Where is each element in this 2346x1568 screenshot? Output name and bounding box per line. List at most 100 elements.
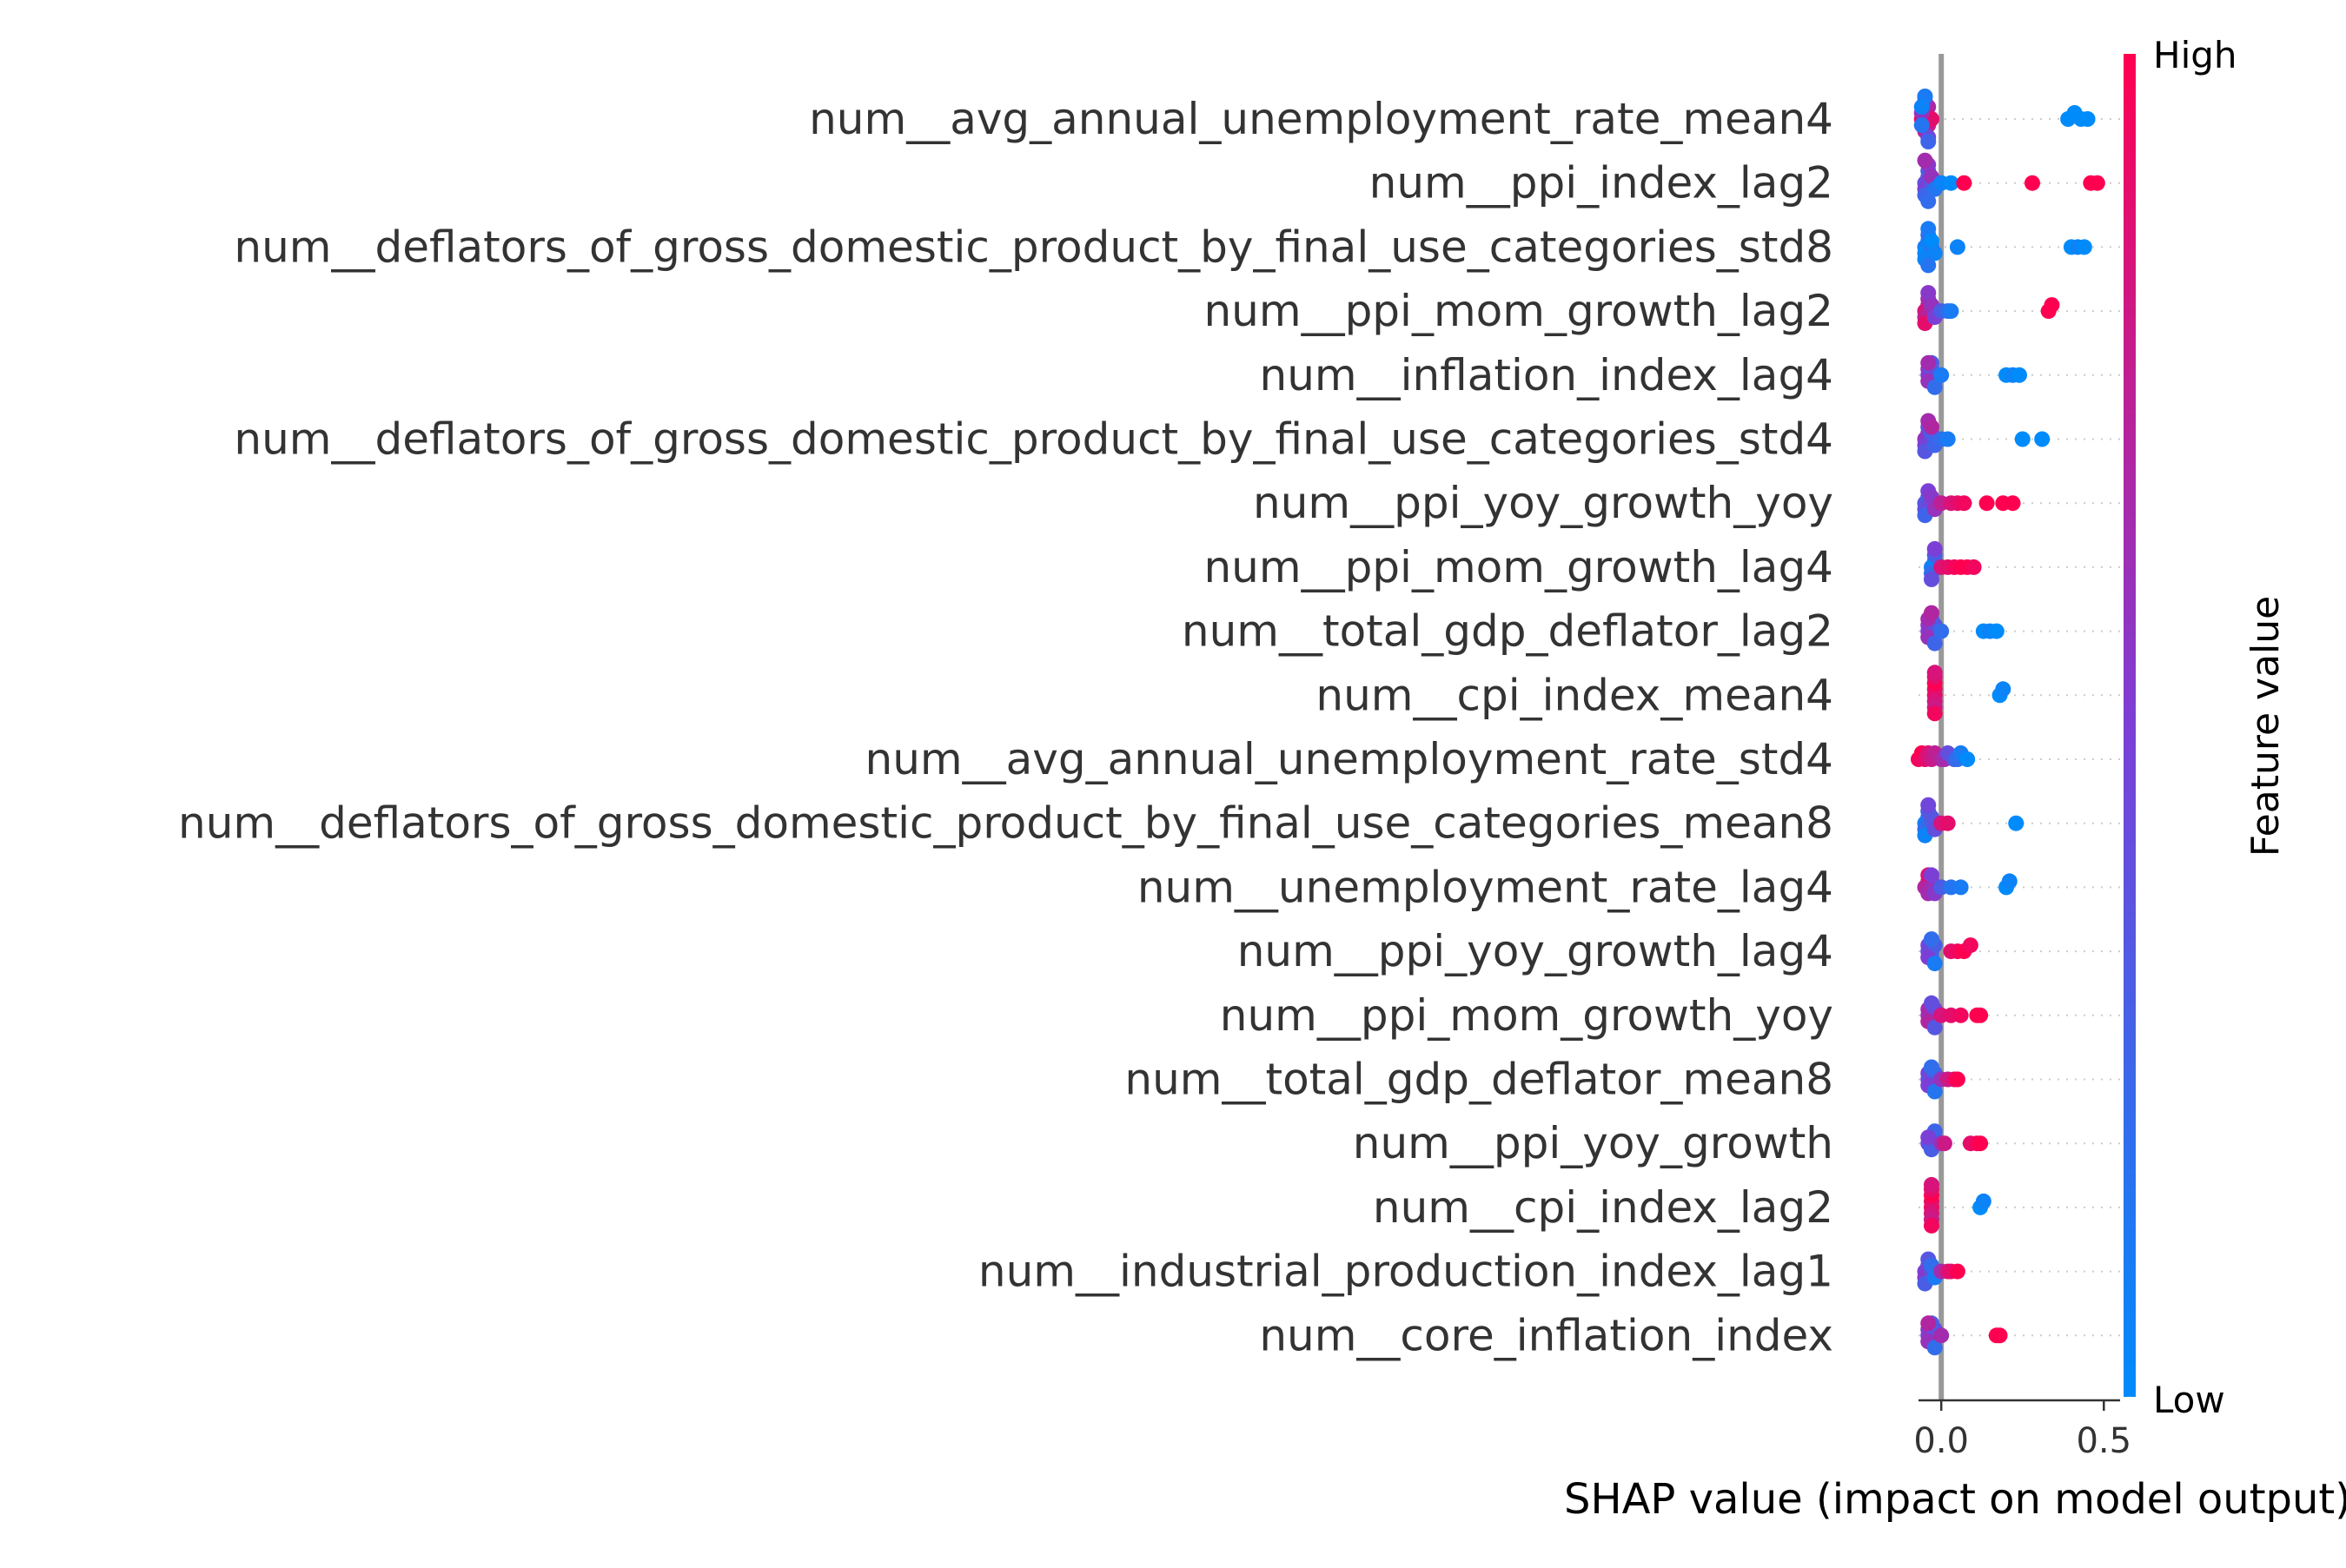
shap-point bbox=[1959, 751, 1976, 767]
feature-labels: num__avg_annual_unemployment_rate_mean4n… bbox=[178, 94, 1833, 1360]
colorbar: High Low Feature value bbox=[2124, 34, 2288, 1421]
feature-label: num__ppi_mom_growth_yoy bbox=[1220, 990, 1833, 1041]
x-axis-title: SHAP value (impact on model output) bbox=[1564, 1475, 2346, 1524]
shap-point bbox=[1926, 540, 1943, 557]
feature-label: num__unemployment_rate_lag4 bbox=[1137, 862, 1833, 912]
shap-point bbox=[1923, 867, 1939, 883]
shap-point bbox=[1917, 152, 1933, 169]
shap-point bbox=[1923, 605, 1939, 621]
shap-point bbox=[1926, 379, 1943, 395]
shap-point bbox=[1926, 635, 1943, 652]
shap-point bbox=[1920, 257, 1937, 274]
feature-label: num__ppi_yoy_growth_yoy bbox=[1253, 478, 1833, 528]
shap-point bbox=[1975, 1193, 1991, 1209]
shap-point bbox=[2011, 367, 2027, 383]
shap-point bbox=[1920, 193, 1937, 209]
shap-point bbox=[1923, 1217, 1939, 1234]
shap-point bbox=[2079, 111, 2096, 127]
feature-label: num__inflation_index_lag4 bbox=[1260, 350, 1833, 400]
colorbar-low-label: Low bbox=[2153, 1379, 2225, 1421]
shap-point bbox=[1923, 995, 1939, 1011]
shap-point bbox=[1965, 559, 1982, 575]
shap-point bbox=[1926, 245, 1943, 261]
shap-point bbox=[1995, 681, 2011, 698]
row-grid-lines bbox=[1919, 118, 2120, 1337]
x-tick-label: 0.5 bbox=[2076, 1421, 2131, 1461]
shap-point bbox=[1926, 705, 1943, 722]
feature-label: num__core_inflation_index bbox=[1259, 1310, 1833, 1360]
shap-point bbox=[1923, 419, 1939, 435]
shap-point bbox=[1952, 879, 1969, 896]
shap-point bbox=[2034, 431, 2051, 447]
x-tick-label: 0.0 bbox=[1913, 1421, 1969, 1461]
shap-point bbox=[1926, 1019, 1943, 1035]
shap-point bbox=[1923, 1176, 1939, 1193]
feature-label: num__ppi_yoy_growth bbox=[1353, 1118, 1833, 1168]
feature-label: num__ppi_mom_growth_lag4 bbox=[1203, 542, 1833, 592]
shap-point bbox=[1962, 937, 1978, 954]
feature-label: num__avg_annual_unemployment_rate_mean4 bbox=[809, 94, 1833, 144]
feature-label: num__ppi_mom_growth_lag2 bbox=[1203, 286, 1833, 336]
shap-point bbox=[1926, 1083, 1943, 1100]
shap-point bbox=[1933, 367, 1950, 383]
shap-point bbox=[1920, 221, 1937, 237]
shap-point bbox=[1923, 233, 1939, 249]
shap-point bbox=[2024, 175, 2040, 191]
shap-point bbox=[2089, 175, 2105, 191]
feature-label: num__deflators_of_gross_domestic_product… bbox=[234, 222, 1833, 272]
x-axis: 0.0 0.5 bbox=[1913, 1399, 2131, 1461]
feature-label: num__cpi_index_lag2 bbox=[1373, 1182, 1833, 1233]
colorbar-gradient bbox=[2124, 54, 2136, 1397]
shap-point bbox=[2076, 239, 2092, 255]
shap-point bbox=[2008, 815, 2025, 831]
shap-point bbox=[1920, 134, 1937, 149]
shap-point bbox=[1926, 1340, 1943, 1356]
feature-label: num__ppi_index_lag2 bbox=[1369, 158, 1833, 208]
shap-point bbox=[1972, 1007, 1989, 1023]
colorbar-high-label: High bbox=[2153, 34, 2237, 76]
shap-point bbox=[1956, 175, 1972, 191]
shap-point bbox=[1952, 1007, 1969, 1023]
feature-label: num__avg_annual_unemployment_rate_std4 bbox=[865, 734, 1833, 784]
feature-label: num__total_gdp_deflator_lag2 bbox=[1182, 606, 1833, 657]
shap-point bbox=[1926, 956, 1943, 972]
shap-point bbox=[1988, 623, 2005, 639]
shap-point bbox=[1943, 303, 1959, 320]
shap-point bbox=[1920, 1315, 1937, 1332]
feature-label: num__ppi_yoy_growth_lag4 bbox=[1237, 926, 1833, 976]
shap-point bbox=[1943, 175, 1959, 191]
shap-point bbox=[1933, 1327, 1950, 1344]
feature-label: num__deflators_of_gross_domestic_product… bbox=[178, 798, 1833, 849]
shap-point bbox=[2044, 297, 2060, 314]
shap-points bbox=[1911, 89, 2105, 1356]
shap-point bbox=[1926, 665, 1943, 681]
shap-point bbox=[1913, 99, 1930, 115]
shap-point bbox=[1923, 571, 1939, 587]
shap-point bbox=[1991, 1327, 2008, 1344]
shap-point bbox=[1913, 117, 1930, 133]
shap-point bbox=[1949, 1263, 1965, 1280]
feature-label: num__deflators_of_gross_domestic_product… bbox=[234, 414, 1833, 465]
shap-point bbox=[1978, 495, 1995, 512]
shap-point bbox=[2005, 495, 2021, 512]
feature-label: num__cpi_index_mean4 bbox=[1315, 670, 1833, 720]
shap-point bbox=[1936, 1135, 1952, 1152]
shap-point bbox=[1920, 1129, 1937, 1146]
shap-point bbox=[1949, 239, 1965, 255]
shap-point bbox=[1920, 354, 1937, 371]
shap-point bbox=[1923, 1059, 1939, 1075]
shap-point bbox=[2001, 873, 2018, 890]
shap-point bbox=[1920, 285, 1937, 301]
shap-point bbox=[1939, 431, 1956, 447]
shap-point bbox=[1923, 931, 1939, 948]
shap-point bbox=[1933, 623, 1950, 639]
shap-point bbox=[1956, 495, 1972, 512]
shap-point bbox=[1972, 1135, 1989, 1152]
shap-point bbox=[1949, 1071, 1965, 1088]
shap-point bbox=[1939, 815, 1956, 831]
shap-point bbox=[2014, 431, 2031, 447]
colorbar-title: Feature value bbox=[2243, 596, 2288, 857]
feature-label: num__total_gdp_deflator_mean8 bbox=[1124, 1055, 1833, 1105]
